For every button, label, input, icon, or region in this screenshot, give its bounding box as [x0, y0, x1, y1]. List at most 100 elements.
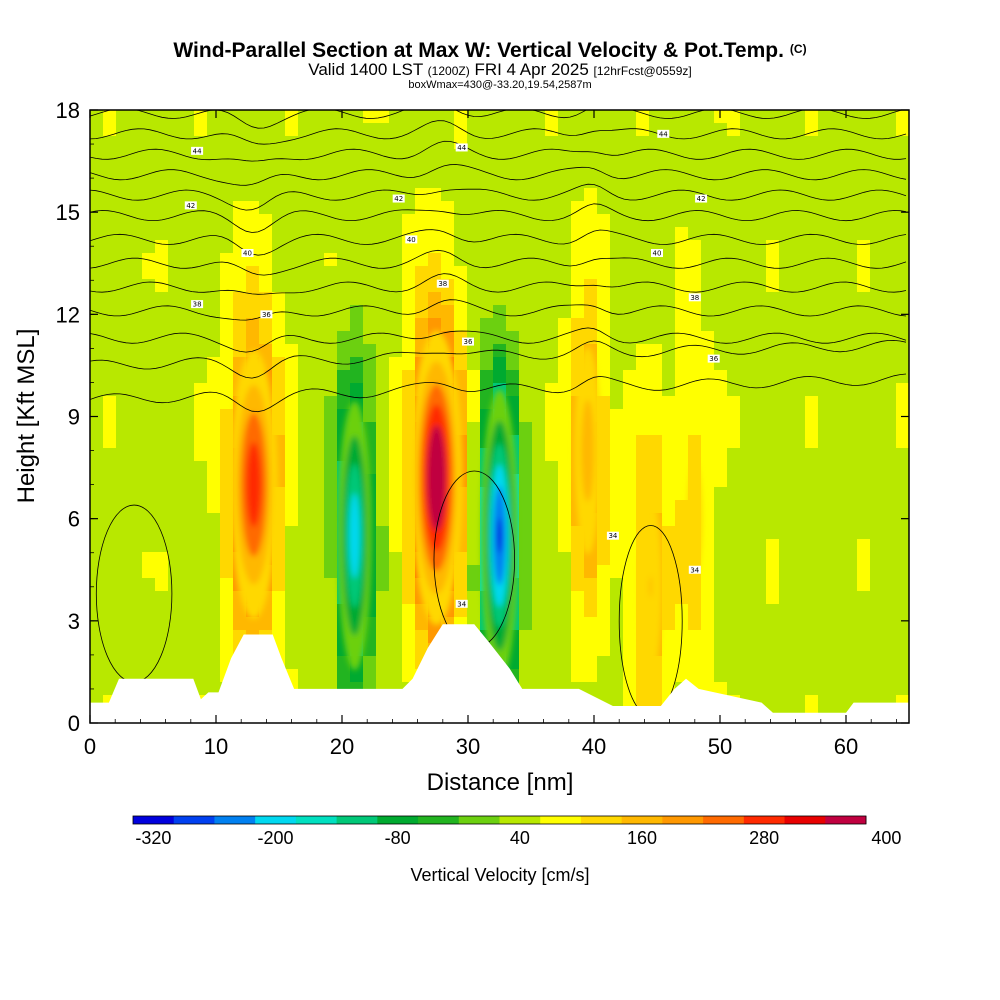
field-cell — [532, 591, 546, 605]
field-cell — [298, 279, 312, 293]
field-cell — [116, 227, 130, 241]
field-cell — [415, 188, 429, 202]
field-cell — [792, 578, 806, 592]
field-cell — [714, 630, 728, 644]
field-cell — [766, 331, 780, 345]
subtitle-zulu: (1200Z) — [428, 64, 470, 78]
field-cell — [402, 110, 416, 124]
field-cell — [844, 500, 858, 514]
colorbar-tick-label: -320 — [135, 828, 171, 848]
field-cell — [142, 604, 156, 618]
field-cell — [259, 240, 273, 254]
field-cell — [181, 435, 195, 449]
field-cell — [818, 487, 832, 501]
field-cell — [142, 357, 156, 371]
field-cell — [857, 526, 871, 540]
field-cell — [480, 357, 494, 371]
field-cell — [155, 617, 169, 631]
field-cell — [896, 682, 909, 696]
field-cell — [389, 266, 403, 280]
field-cell — [844, 526, 858, 540]
field-cell — [220, 266, 234, 280]
field-cell — [662, 370, 676, 384]
field-cell — [142, 266, 156, 280]
field-cell — [896, 227, 909, 241]
field-cell — [181, 474, 195, 488]
field-cell — [467, 175, 481, 189]
field-cell — [870, 123, 884, 137]
field-cell — [740, 526, 754, 540]
field-cell — [714, 435, 728, 449]
field-cell — [90, 201, 104, 215]
field-cell — [753, 669, 767, 683]
field-cell — [220, 643, 234, 657]
field-cell — [155, 318, 169, 332]
field-cell — [662, 604, 676, 618]
field-cell — [701, 370, 715, 384]
field-cell — [285, 175, 299, 189]
field-cell — [727, 344, 741, 358]
field-cell — [649, 487, 663, 501]
pot-temp-contour — [90, 339, 907, 379]
field-cell — [857, 149, 871, 163]
field-cell — [857, 214, 871, 228]
field-cell — [259, 227, 273, 241]
field-cell — [870, 396, 884, 410]
field-cell — [311, 435, 325, 449]
field-cell — [844, 279, 858, 293]
field-cell — [883, 552, 897, 566]
field-cell — [896, 136, 909, 150]
field-cell — [168, 136, 182, 150]
field-cell — [363, 201, 377, 215]
field-cell — [324, 253, 338, 267]
field-cell — [233, 162, 247, 176]
contour-label-text: 44 — [659, 130, 668, 138]
field-cell — [896, 370, 909, 384]
field-cell — [506, 149, 520, 163]
contour-label-text: 38 — [690, 294, 699, 302]
field-cell — [844, 305, 858, 319]
field-cell — [389, 409, 403, 423]
field-cell — [558, 214, 572, 228]
field-cell — [870, 383, 884, 397]
updraft-core — [432, 452, 441, 503]
field-cell — [90, 656, 104, 670]
field-cell — [870, 487, 884, 501]
field-cell — [870, 175, 884, 189]
field-cell — [493, 123, 507, 137]
field-cell — [246, 292, 260, 306]
field-cell — [298, 604, 312, 618]
field-cell — [285, 474, 299, 488]
field-cell — [389, 123, 403, 137]
y-tick-label: 6 — [68, 507, 80, 532]
field-cell — [363, 630, 377, 644]
field-cell — [116, 630, 130, 644]
field-cell — [727, 409, 741, 423]
field-cell — [779, 539, 793, 553]
field-cell — [467, 539, 481, 553]
field-cell — [467, 266, 481, 280]
field-cell — [792, 240, 806, 254]
field-cell — [649, 357, 663, 371]
field-cell — [350, 201, 364, 215]
field-cell — [870, 344, 884, 358]
field-cell — [194, 279, 208, 293]
x-tick-label: 0 — [84, 734, 96, 759]
field-cell — [636, 123, 650, 137]
field-cell — [324, 123, 338, 137]
field-cell — [506, 227, 520, 241]
field-cell — [285, 266, 299, 280]
field-cell — [532, 630, 546, 644]
field-cell — [142, 422, 156, 436]
field-cell — [454, 292, 468, 306]
field-cell — [558, 370, 572, 384]
field-cell — [545, 162, 559, 176]
field-cell — [246, 318, 260, 332]
subtitle-valid: Valid 1400 LST — [308, 60, 423, 79]
field-cell — [155, 409, 169, 423]
field-cell — [818, 565, 832, 579]
field-cell — [207, 279, 221, 293]
field-cell — [129, 227, 143, 241]
field-cell — [584, 201, 598, 215]
field-cell — [207, 474, 221, 488]
